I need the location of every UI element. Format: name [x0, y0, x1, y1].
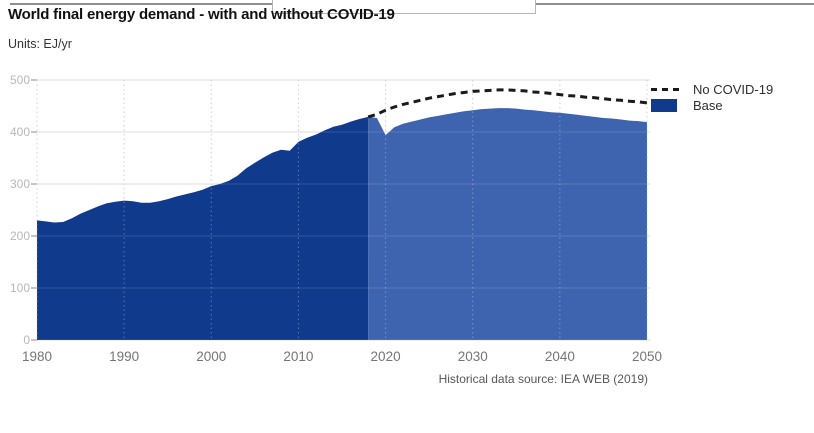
area-swatch-icon [651, 99, 677, 112]
legend: No COVID-19 Base [651, 82, 773, 113]
legend-label-no-covid: No COVID-19 [693, 82, 774, 97]
y-axis-tick-label: 400 [10, 125, 30, 139]
legend-item-base: Base [651, 98, 773, 113]
legend-label-base: Base [693, 98, 723, 113]
legend-symbol [651, 99, 683, 112]
legend-symbol [651, 88, 683, 91]
x-axis-tick-label: 2030 [458, 349, 488, 364]
no-covid-line [367, 88, 648, 119]
base-area-historical [37, 116, 369, 341]
x-axis-tick-label: 2000 [196, 349, 226, 364]
source-note: Historical data source: IEA WEB (2019) [438, 372, 648, 386]
y-axis-tick-label: 300 [10, 177, 30, 191]
units-label: Units: EJ/yr [8, 37, 72, 51]
legend-item-no-covid: No COVID-19 [651, 82, 773, 97]
top-artifact-box [272, 0, 536, 14]
y-axis-tick-label: 200 [10, 229, 30, 243]
dashed-line-icon [651, 88, 681, 91]
x-axis-tick-label: 2040 [545, 349, 575, 364]
chart-title: World final energy demand - with and wit… [8, 6, 395, 23]
y-axis-tick-label: 0 [23, 333, 30, 347]
x-axis-tick-label: 2050 [632, 349, 662, 364]
x-axis-tick-label: 1990 [109, 349, 139, 364]
base-area-projection [368, 108, 647, 340]
x-axis-tick-label: 2010 [283, 349, 313, 364]
y-axis-tick-label: 100 [10, 281, 30, 295]
x-axis-tick-label: 2020 [371, 349, 401, 364]
y-axis-tick-label: 500 [10, 73, 30, 87]
x-axis-tick-label: 1980 [22, 349, 52, 364]
